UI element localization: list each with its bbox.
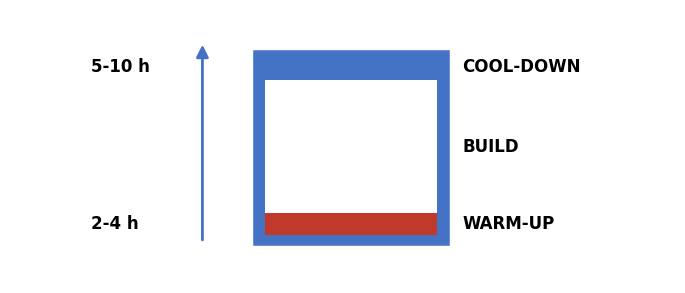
Bar xyxy=(265,213,437,235)
Text: BUILD: BUILD xyxy=(462,138,519,156)
Text: WARM-UP: WARM-UP xyxy=(462,215,555,233)
Text: COOL-DOWN: COOL-DOWN xyxy=(462,58,581,76)
Bar xyxy=(256,53,447,243)
Text: 2-4 h: 2-4 h xyxy=(91,215,138,233)
Bar xyxy=(265,80,437,213)
Bar xyxy=(256,53,447,243)
Text: 5-10 h: 5-10 h xyxy=(91,58,150,76)
